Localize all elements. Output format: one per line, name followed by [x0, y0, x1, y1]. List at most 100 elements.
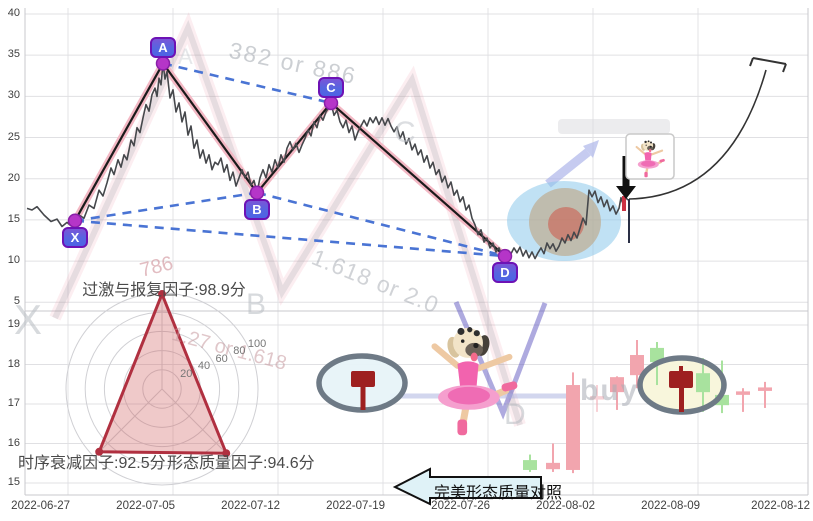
candle-body [523, 460, 537, 470]
candle-body [630, 355, 644, 376]
y-tick-bottom: 18 [7, 357, 20, 370]
radar-vertex-dot [222, 449, 231, 458]
radar-spoke [161, 388, 231, 458]
projection-curve [628, 69, 767, 200]
x-tick-date: 2022-07-12 [221, 500, 280, 512]
radar-r-tick: 80 [233, 345, 246, 358]
x-tick-date: 2022-07-19 [326, 500, 385, 512]
price-line-layer [26, 62, 629, 260]
y-tick-top: 40 [7, 7, 20, 19]
mini-ballerina-box [625, 133, 675, 180]
candle [630, 340, 644, 389]
candle [523, 454, 537, 472]
x-tick-date: 2022-08-09 [641, 500, 700, 512]
t-bar [752, 57, 787, 65]
callout-arrow-shape [392, 467, 542, 506]
candle-body [715, 394, 729, 406]
pattern-vertex-dot [249, 185, 265, 200]
pattern-label-D: D [492, 262, 518, 284]
y-tick-bottom: 15 [7, 476, 20, 488]
watermark-up-arrow [545, 148, 591, 188]
x-tick-date: 2022-06-27 [11, 500, 70, 512]
pattern-vertex-dot [155, 56, 171, 71]
watermark-letter-d: D [504, 398, 526, 431]
t-bar-right-tick [782, 63, 787, 73]
y-tick-top: 35 [7, 48, 20, 61]
watermark-letter-c: C [394, 116, 416, 149]
x-tick-date: 2022-08-12 [751, 500, 810, 512]
candle-body [566, 385, 580, 470]
candle [566, 372, 580, 474]
pattern-label-C: C [318, 76, 344, 98]
candle [610, 376, 624, 410]
price-line [26, 62, 629, 260]
pattern-core-segment [74, 62, 164, 222]
candle-body [650, 347, 664, 363]
radar-r-tick: 100 [247, 337, 267, 350]
pattern-vertex-dot [67, 213, 83, 228]
watermark-letter-b: B [246, 288, 267, 321]
watermark-zigzag-core [52, 20, 523, 426]
candle [736, 388, 750, 412]
candle [590, 385, 604, 412]
candle-body [736, 391, 750, 395]
factor-label-bottom-left: 时序衰减因子:92.5分 [18, 455, 166, 472]
candle [758, 381, 772, 408]
watermark-band [558, 119, 670, 134]
candle [696, 358, 710, 412]
y-tick-bottom: 17 [7, 397, 20, 409]
hammer-icon-right [669, 366, 693, 412]
y-tick-bottom: 19 [7, 318, 20, 330]
pattern-dashed-segment [74, 219, 506, 258]
candle-body [546, 462, 560, 470]
t-bar-left-tick [749, 57, 754, 67]
pattern-dashed-lines [74, 62, 506, 258]
y-tick-top: 10 [7, 254, 20, 267]
pattern-label-X: X [62, 226, 88, 248]
watermark-letter-x: X [14, 296, 43, 343]
radar-vertex-dot [158, 290, 166, 299]
radar-vertex-dot [95, 447, 104, 456]
y-tick-top: 25 [7, 130, 20, 143]
callout-label: 完美形态质量对照 [434, 485, 563, 502]
pattern-dashed-segment [256, 191, 506, 258]
pattern-label-A: A [150, 37, 176, 59]
watermark-pattern [49, 12, 670, 427]
y-tick-top: 20 [7, 171, 20, 184]
watermark-buy: buy [580, 374, 640, 407]
x-tick-date: 2022-07-05 [116, 500, 175, 512]
watermark-up-arrowhead [583, 140, 599, 158]
watermark-letter-a: A [178, 44, 193, 69]
target-bullseye [507, 181, 621, 261]
pattern-vertex-dots [67, 56, 513, 264]
radar-r-tick: 40 [197, 360, 211, 373]
down-arrow-head [616, 186, 636, 199]
radar-chart [65, 290, 259, 486]
candle-body [590, 396, 604, 400]
candle-body [696, 373, 710, 393]
x-tick-date: 2022-07-26 [431, 500, 490, 512]
y-tick-top: 5 [13, 295, 20, 308]
candle [546, 443, 560, 472]
pattern-label-B: B [244, 198, 270, 220]
radar-r-tick: 60 [215, 352, 228, 365]
pattern-dashed-segment [162, 62, 332, 105]
candle-body [610, 377, 624, 393]
y-tick-bottom: 16 [7, 436, 20, 449]
x-tick-date: 2022-08-02 [536, 500, 595, 512]
factor-label-top: 过激与报复因子:98.9分 [82, 282, 246, 299]
hammer-icons [351, 366, 693, 412]
pattern-vertex-dot [323, 95, 339, 111]
pattern-vertex-dot [497, 248, 513, 264]
radar-spoke [93, 388, 163, 458]
candle-body [758, 387, 772, 391]
radar-polygon [96, 290, 229, 455]
y-tick-top: 30 [7, 89, 20, 102]
hammer-icon-left [351, 371, 375, 410]
y-tick-top: 15 [7, 212, 20, 225]
candlestick-layer [523, 340, 772, 474]
radar-r-tick: 20 [180, 367, 193, 380]
watermark-zigzag-glow [49, 12, 526, 427]
